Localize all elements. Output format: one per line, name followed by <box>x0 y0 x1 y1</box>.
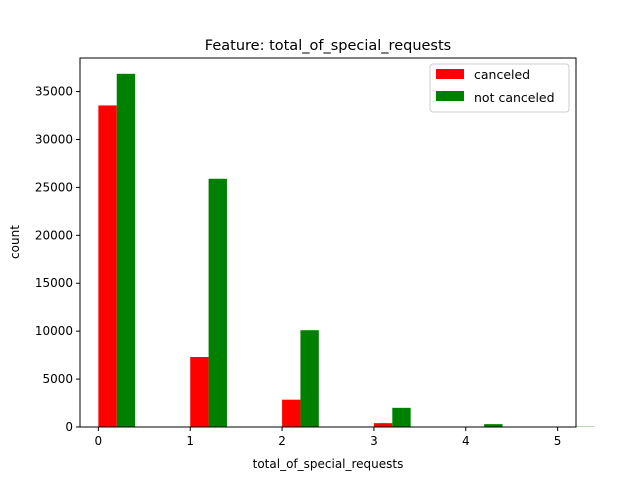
y-tick-label-25000: 25000 <box>35 180 73 194</box>
legend-label-not-canceled: not canceled <box>474 90 555 105</box>
legend-box <box>429 63 570 113</box>
y-axis-label: count <box>8 225 22 259</box>
x-tick-label-0: 0 <box>95 434 103 448</box>
legend-swatch-not-canceled <box>436 91 464 101</box>
y-tick-label-20000: 20000 <box>35 228 73 242</box>
x-tick-label-3: 3 <box>370 434 378 448</box>
bar-canceled-2 <box>282 399 301 427</box>
bar-canceled-0 <box>98 105 117 427</box>
y-tick-label-0: 0 <box>65 420 73 434</box>
x-axis-ticks: 0 1 2 3 4 5 <box>95 427 562 448</box>
x-tick-label-4: 4 <box>462 434 470 448</box>
bar-not-canceled-3 <box>392 407 411 427</box>
y-tick-label-35000: 35000 <box>35 85 73 99</box>
y-axis-ticks: 0 5000 10000 15000 20000 25000 30000 35000 <box>35 85 80 434</box>
y-tick-label-15000: 15000 <box>35 276 73 290</box>
x-tick-label-2: 2 <box>278 434 286 448</box>
y-tick-label-30000: 30000 <box>35 132 73 146</box>
bar-canceled-1 <box>190 357 209 427</box>
y-tick-label-10000: 10000 <box>35 324 73 338</box>
bar-canceled-3 <box>373 423 393 427</box>
plot-frame <box>79 57 577 428</box>
bars <box>98 73 595 428</box>
x-axis-label: total_of_special_requests <box>253 457 404 471</box>
legend-swatch-canceled <box>436 69 464 79</box>
bar-not-canceled-0 <box>116 73 136 428</box>
x-tick-label-1: 1 <box>186 434 194 448</box>
legend: canceled not canceled <box>429 63 570 113</box>
x-tick-label-5: 5 <box>554 434 562 448</box>
legend-label-canceled: canceled <box>474 67 530 82</box>
bar-not-canceled-2 <box>300 330 319 427</box>
bar-not-canceled-1 <box>208 178 227 427</box>
chart-title: Feature: total_of_special_requests <box>205 38 451 54</box>
bar-not-canceled-4 <box>484 424 503 427</box>
y-tick-label-5000: 5000 <box>42 372 73 386</box>
